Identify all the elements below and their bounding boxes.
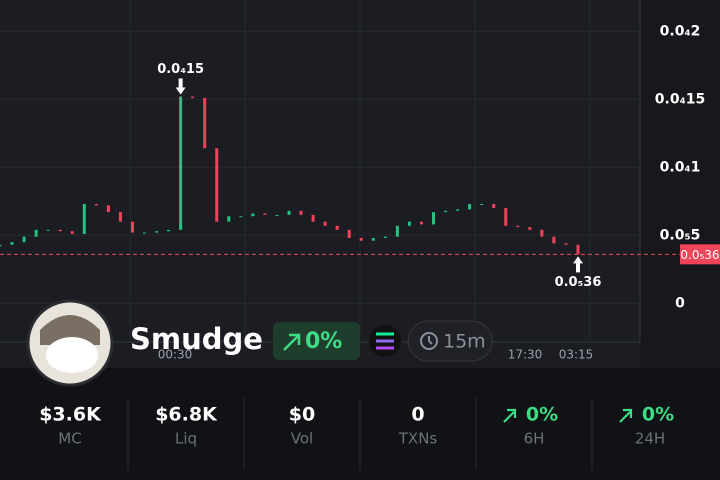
candle — [576, 244, 580, 255]
candle — [395, 225, 399, 237]
candle — [444, 210, 448, 213]
stat-label: MC — [58, 430, 81, 448]
token-name: Smudge — [130, 322, 263, 356]
candle — [564, 243, 568, 245]
candle — [359, 238, 363, 241]
candle — [203, 97, 207, 149]
interval-pill[interactable] — [407, 320, 493, 362]
y-tick-label: 0 — [675, 295, 685, 311]
stat-value: $6.8K — [155, 404, 218, 426]
candle — [215, 148, 219, 222]
x-label: 00:30 — [158, 348, 193, 362]
candle — [46, 229, 50, 231]
candle — [287, 210, 291, 215]
candle — [383, 236, 387, 238]
stat-value: $3.6K — [39, 404, 102, 426]
stat-label: TXNs — [398, 430, 438, 448]
candle — [227, 216, 231, 222]
interval: 15m — [443, 331, 486, 353]
candle — [419, 221, 423, 225]
candle — [407, 221, 411, 226]
candle — [251, 213, 255, 217]
candle — [492, 204, 496, 209]
stat-value: 0% — [526, 404, 558, 426]
candle — [371, 238, 375, 241]
y-tick-label: 0.0₄1 — [660, 159, 701, 175]
avatar-face — [46, 337, 98, 373]
candle — [516, 225, 520, 228]
candle — [155, 231, 159, 233]
low-label: 0.0₅36 — [555, 275, 602, 290]
stat-label: Vol — [291, 430, 313, 448]
stat-value: 0 — [411, 404, 424, 426]
stat-label: 24H — [635, 430, 665, 448]
price-badge-label: 0.0₅36 — [680, 248, 719, 262]
candle — [347, 229, 351, 238]
high-arrow — [175, 78, 186, 95]
candle — [191, 96, 195, 98]
candle — [504, 208, 508, 226]
up-arrow — [283, 333, 301, 351]
stat-value: 0% — [642, 404, 674, 426]
candle — [335, 225, 339, 230]
stat-label: 6H — [524, 430, 545, 448]
clock-hands — [428, 336, 433, 345]
stat-value: $0 — [289, 404, 315, 426]
candle — [480, 204, 484, 205]
stat-label: Liq — [175, 430, 197, 448]
candle — [540, 229, 544, 237]
candle — [456, 209, 460, 211]
candle — [323, 221, 327, 226]
change-badge — [273, 322, 360, 360]
grid — [129, 0, 591, 340]
avatar-hat — [40, 315, 100, 345]
candle — [94, 204, 98, 206]
candle — [0, 244, 2, 247]
y-tick-label: 0.0₄2 — [660, 23, 701, 39]
candle — [179, 96, 183, 230]
y-tick-label: 0.0₄15 — [655, 91, 705, 107]
candle — [118, 212, 122, 222]
candle — [299, 210, 303, 215]
up-arrow — [619, 408, 633, 423]
x-label: 03:15 — [559, 348, 594, 362]
candle — [106, 205, 110, 213]
candle — [552, 236, 556, 244]
candle — [22, 236, 26, 243]
candle — [311, 214, 315, 222]
candle — [143, 232, 146, 234]
high-label: 0.0₄15 — [157, 62, 204, 77]
chain-logo — [376, 332, 394, 350]
candle — [10, 242, 14, 245]
candle — [468, 204, 472, 210]
clock-icon — [420, 332, 438, 350]
chart-area — [0, 0, 640, 368]
price-badge — [680, 244, 720, 265]
candle — [275, 214, 279, 216]
x-label: 17:30 — [508, 348, 543, 362]
candle — [130, 221, 134, 233]
low-arrow — [573, 256, 583, 273]
token-header: Smudge 0% 15m — [26, 299, 493, 387]
candle — [82, 204, 86, 234]
candle — [58, 229, 62, 232]
candle — [34, 229, 38, 237]
candle — [70, 231, 74, 234]
change-value: 0% — [305, 329, 342, 354]
candle — [239, 216, 243, 218]
candle — [167, 229, 171, 232]
y-tick-label: 0.0₅5 — [660, 227, 701, 243]
candle — [528, 227, 532, 230]
candle — [432, 212, 435, 225]
up-arrow — [503, 408, 517, 423]
candle — [263, 213, 267, 215]
